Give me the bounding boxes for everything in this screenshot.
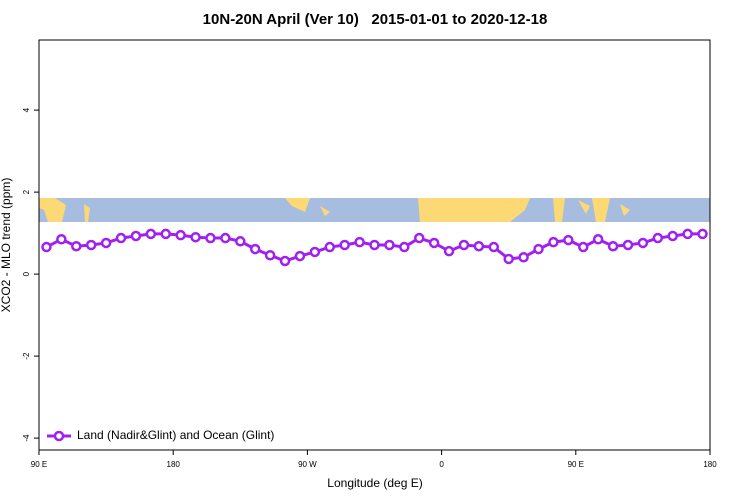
x-tick-label: 90 W bbox=[298, 460, 317, 469]
point bbox=[563, 234, 574, 246]
point bbox=[294, 250, 306, 262]
point bbox=[667, 230, 678, 242]
point bbox=[205, 232, 216, 244]
point bbox=[56, 234, 67, 245]
point bbox=[115, 232, 127, 244]
y-tick-label: 2 bbox=[22, 189, 31, 194]
land bbox=[84, 204, 90, 222]
point bbox=[518, 252, 529, 263]
point bbox=[220, 232, 231, 244]
y-tick-label: -2 bbox=[22, 352, 31, 360]
point bbox=[145, 228, 157, 240]
point bbox=[488, 241, 500, 253]
point bbox=[533, 243, 544, 255]
land bbox=[39, 198, 66, 222]
point bbox=[592, 234, 604, 245]
point bbox=[443, 245, 455, 257]
x-tick-label: 90 E bbox=[31, 460, 47, 469]
point bbox=[264, 250, 276, 261]
point bbox=[473, 240, 485, 252]
legend-marker bbox=[53, 430, 65, 442]
point bbox=[697, 228, 708, 240]
point bbox=[548, 236, 559, 248]
land bbox=[285, 198, 310, 212]
point bbox=[428, 237, 440, 249]
point bbox=[130, 230, 142, 242]
chart-title: 10N-20N April (Ver 10) 2015-01-01 to 202… bbox=[203, 11, 548, 28]
point bbox=[71, 240, 82, 252]
legend-label: Land (Nadir&Glint) and Ocean (Glint) bbox=[77, 428, 274, 442]
ocean bbox=[39, 198, 710, 222]
point bbox=[41, 241, 52, 253]
point bbox=[354, 236, 365, 248]
plot-frame bbox=[38, 39, 711, 451]
point bbox=[607, 240, 619, 252]
map-band bbox=[39, 198, 710, 222]
point bbox=[458, 239, 470, 251]
point bbox=[578, 241, 589, 253]
y-tick-label: 0 bbox=[22, 271, 31, 276]
y-axis-label: XCO2 - MLO trend (ppm) bbox=[0, 178, 13, 313]
point bbox=[160, 228, 171, 240]
point bbox=[682, 228, 693, 240]
x-tick-label: 90 E bbox=[568, 460, 584, 469]
land bbox=[553, 198, 565, 222]
x-tick-label: 180 bbox=[167, 460, 181, 469]
point bbox=[503, 253, 514, 265]
land bbox=[418, 198, 530, 222]
point bbox=[369, 239, 380, 251]
point bbox=[413, 232, 425, 244]
point bbox=[85, 239, 97, 251]
point bbox=[235, 236, 246, 247]
point bbox=[622, 239, 634, 251]
point bbox=[399, 241, 410, 253]
point bbox=[279, 255, 291, 267]
x-tick-label: 0 bbox=[439, 460, 444, 469]
point bbox=[637, 237, 649, 249]
point bbox=[100, 237, 112, 249]
x-axis-label: Longitude (deg E) bbox=[327, 476, 422, 490]
point bbox=[384, 239, 395, 251]
point bbox=[249, 243, 261, 255]
point bbox=[190, 231, 201, 243]
point bbox=[309, 246, 321, 258]
land bbox=[578, 200, 590, 214]
land bbox=[592, 198, 610, 222]
point bbox=[339, 239, 350, 251]
y-tick-label: 4 bbox=[22, 107, 31, 112]
point bbox=[324, 241, 336, 253]
point bbox=[652, 232, 664, 244]
land bbox=[620, 204, 630, 216]
point bbox=[175, 229, 186, 241]
land bbox=[320, 206, 330, 216]
y-tick-label: -4 bbox=[22, 434, 31, 442]
x-tick-label: 180 bbox=[703, 460, 717, 469]
